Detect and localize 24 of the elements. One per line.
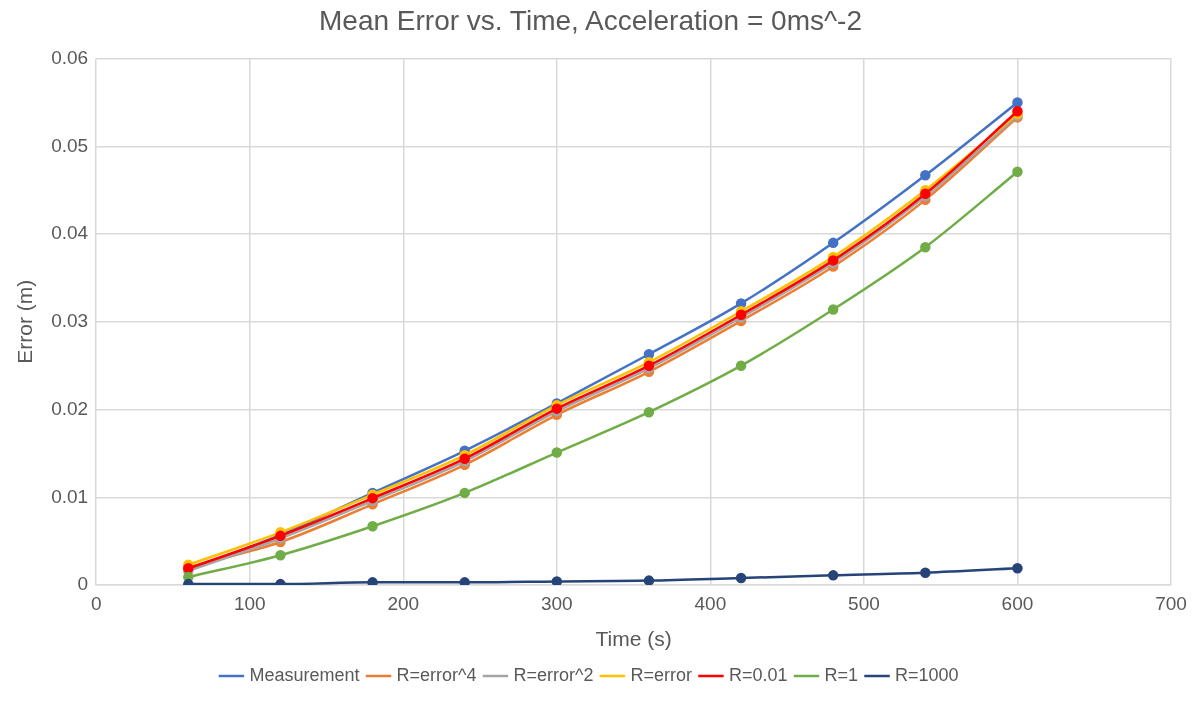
- x-tick-label: 300: [540, 592, 573, 614]
- x-tick-label: 200: [387, 592, 420, 614]
- legend-label: R=error^2: [513, 664, 594, 685]
- legend-label: R=error: [630, 664, 692, 685]
- x-axis-title: Time (s): [595, 627, 672, 651]
- y-tick-label: 0.05: [51, 134, 89, 156]
- legend-label: Measurement: [249, 664, 360, 685]
- legend-label: R=0.01: [728, 664, 788, 685]
- chart-title: Mean Error vs. Time, Acceleration = 0ms^-2: [319, 4, 862, 36]
- legend-label: R=error^4: [396, 664, 477, 685]
- x-tick-label: 100: [233, 592, 266, 614]
- x-tick-label: 400: [694, 592, 727, 614]
- x-tick-label: 600: [1001, 592, 1034, 614]
- y-axis-title: Error (m): [13, 279, 37, 364]
- x-tick-label: 500: [848, 592, 880, 614]
- legend-label: R=1: [824, 664, 859, 685]
- y-tick-label: 0.01: [51, 485, 89, 507]
- x-tick-label: 700: [1155, 592, 1187, 614]
- y-tick-label: 0.04: [51, 222, 89, 244]
- y-tick-label: 0.03: [51, 310, 89, 332]
- y-tick-label: 0.06: [51, 46, 89, 68]
- legend-label: R=1000: [895, 664, 959, 685]
- y-tick-label: 0.02: [51, 397, 89, 419]
- y-tick-label: 0: [77, 573, 89, 595]
